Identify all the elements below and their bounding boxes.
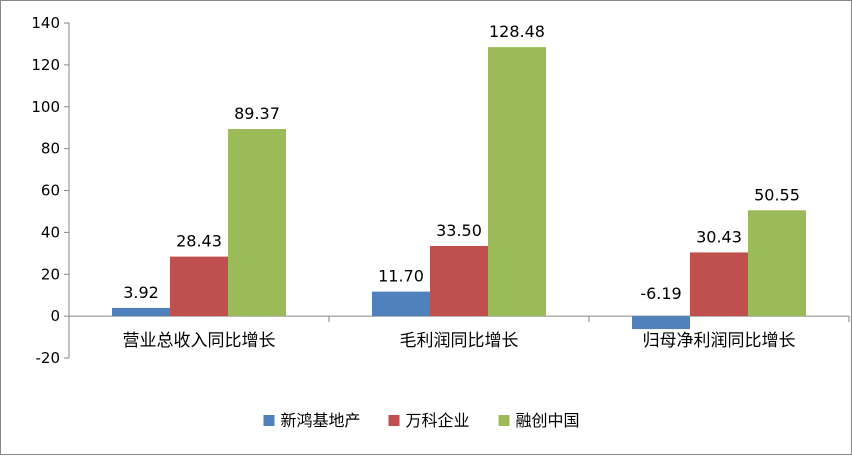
y-tick-label: 100 (31, 98, 60, 116)
bar (170, 256, 228, 317)
data-label: 3.92 (123, 283, 159, 302)
data-label: -6.19 (640, 284, 681, 303)
y-tick-label: -20 (36, 349, 61, 367)
data-label: 30.43 (696, 227, 742, 246)
bar (112, 307, 170, 317)
legend-label: 融创中国 (516, 411, 580, 430)
x-category-label: 毛利润同比增长 (400, 331, 519, 351)
legend-swatch (263, 415, 275, 426)
y-tick-label: 40 (41, 223, 60, 241)
data-label: 28.43 (176, 232, 222, 251)
x-category-label: 营业总收入同比增长 (123, 331, 276, 351)
legend-label: 万科企业 (406, 411, 470, 430)
data-labels: 3.92 28.43 89.37 11.70 33.50 128.48 -6.19 30.43… (123, 22, 800, 303)
x-category-label: 归母净利润同比增长 (643, 331, 796, 351)
bar (748, 210, 806, 317)
data-label: 11.70 (378, 267, 424, 286)
bar (430, 245, 488, 317)
bar (228, 129, 286, 317)
y-tick-label: 140 (31, 14, 60, 32)
y-tick-label: 20 (41, 265, 60, 283)
bars (112, 47, 806, 330)
data-label: 50.55 (754, 185, 800, 204)
legend-swatch (498, 415, 510, 426)
data-label: 128.48 (489, 22, 545, 41)
data-label: 89.37 (234, 104, 280, 123)
bar (372, 291, 430, 317)
y-tick-label: 80 (41, 140, 60, 158)
data-label: 33.50 (436, 221, 482, 240)
bar (690, 252, 748, 317)
y-tick-label: 120 (31, 56, 60, 74)
legend: 新鸿基地产 万科企业 融创中国 (263, 411, 580, 430)
bar (488, 47, 546, 317)
y-tick-label: 60 (41, 182, 60, 200)
bar (632, 316, 690, 330)
legend-label: 新鸿基地产 (281, 411, 361, 430)
y-tick-label: 0 (50, 307, 60, 325)
legend-swatch (388, 415, 400, 426)
